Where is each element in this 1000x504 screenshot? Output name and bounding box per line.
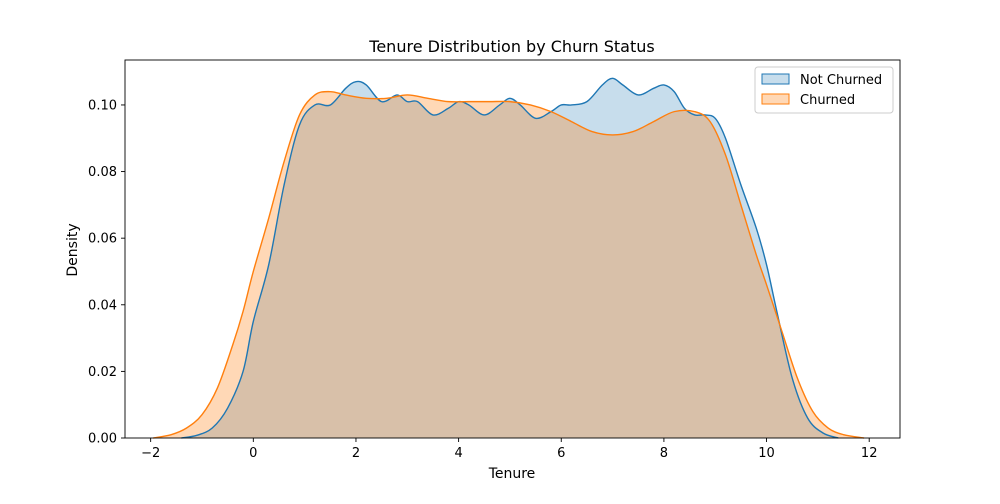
- legend-swatch-churned: [761, 93, 790, 105]
- series-line-not-churned: [181, 77, 839, 439]
- x-axis-title: Tenure: [488, 466, 536, 482]
- x-tick-label: 10: [758, 446, 775, 461]
- series-layer: [153, 77, 865, 439]
- x-tick-label: 6: [557, 446, 565, 461]
- legend: Not Churned Churned: [754, 66, 894, 114]
- y-axis-title: Density: [65, 223, 81, 276]
- y-tick-label: 0.04: [88, 298, 117, 313]
- y-tick-label: 0.02: [88, 365, 117, 380]
- legend-label-churned: Churned: [800, 93, 855, 108]
- x-tick-label: 8: [660, 446, 668, 461]
- x-tick-label: 0: [249, 446, 257, 461]
- series-area-not-churned: [181, 78, 839, 438]
- chart-title: Tenure Distribution by Churn Status: [368, 37, 654, 56]
- x-tick-label: −2: [141, 446, 160, 461]
- x-tick-label: 12: [861, 446, 878, 461]
- series-line-churned: [153, 90, 865, 439]
- series-area-churned: [153, 91, 865, 439]
- plot-frame: [124, 59, 901, 439]
- y-tick-label: 0.10: [88, 98, 117, 113]
- legend-swatch-not-churned: [761, 73, 790, 85]
- legend-label-not-churned: Not Churned: [800, 73, 882, 88]
- x-tick-label: 4: [454, 446, 462, 461]
- y-tick-label: 0.00: [88, 432, 117, 447]
- y-tick-label: 0.06: [88, 232, 117, 247]
- x-tick-label: 2: [352, 446, 360, 461]
- y-tick-label: 0.08: [88, 165, 117, 180]
- axes-layer: −2 0 2 4 6 8 10 12 0.00 0.02 0.04 0.06 0.08 0.10: [88, 59, 901, 461]
